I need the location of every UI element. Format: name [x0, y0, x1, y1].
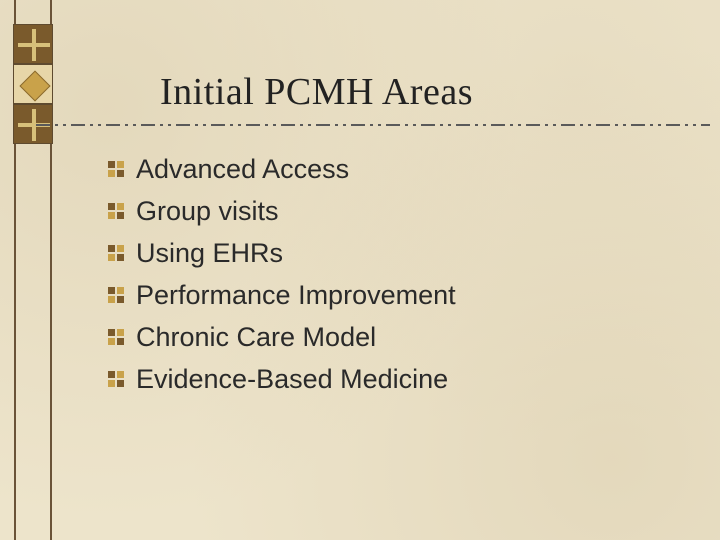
deco-tile-icon	[13, 64, 53, 104]
bullet-icon	[108, 161, 124, 177]
bullet-icon	[108, 329, 124, 345]
title-underline	[36, 122, 710, 128]
list-item: Performance Improvement	[108, 274, 680, 316]
side-decoration	[0, 0, 64, 540]
slide-title: Initial PCMH Areas	[160, 70, 473, 114]
bullet-text: Chronic Care Model	[136, 324, 376, 351]
bullet-text: Evidence-Based Medicine	[136, 366, 448, 393]
deco-tile-icon	[13, 24, 53, 64]
bullet-icon	[108, 287, 124, 303]
bullet-icon	[108, 245, 124, 261]
bullet-list: Advanced Access Group visits	[108, 148, 680, 400]
bullet-text: Using EHRs	[136, 240, 283, 267]
list-item: Using EHRs	[108, 232, 680, 274]
bullet-text: Performance Improvement	[136, 282, 456, 309]
bullet-icon	[108, 203, 124, 219]
list-item: Chronic Care Model	[108, 316, 680, 358]
bullet-text: Advanced Access	[136, 156, 349, 183]
list-item: Evidence-Based Medicine	[108, 358, 680, 400]
bullet-text: Group visits	[136, 198, 279, 225]
list-item: Advanced Access	[108, 148, 680, 190]
list-item: Group visits	[108, 190, 680, 232]
bullet-icon	[108, 371, 124, 387]
slide: Initial PCMH Areas Advanced Access	[0, 0, 720, 540]
